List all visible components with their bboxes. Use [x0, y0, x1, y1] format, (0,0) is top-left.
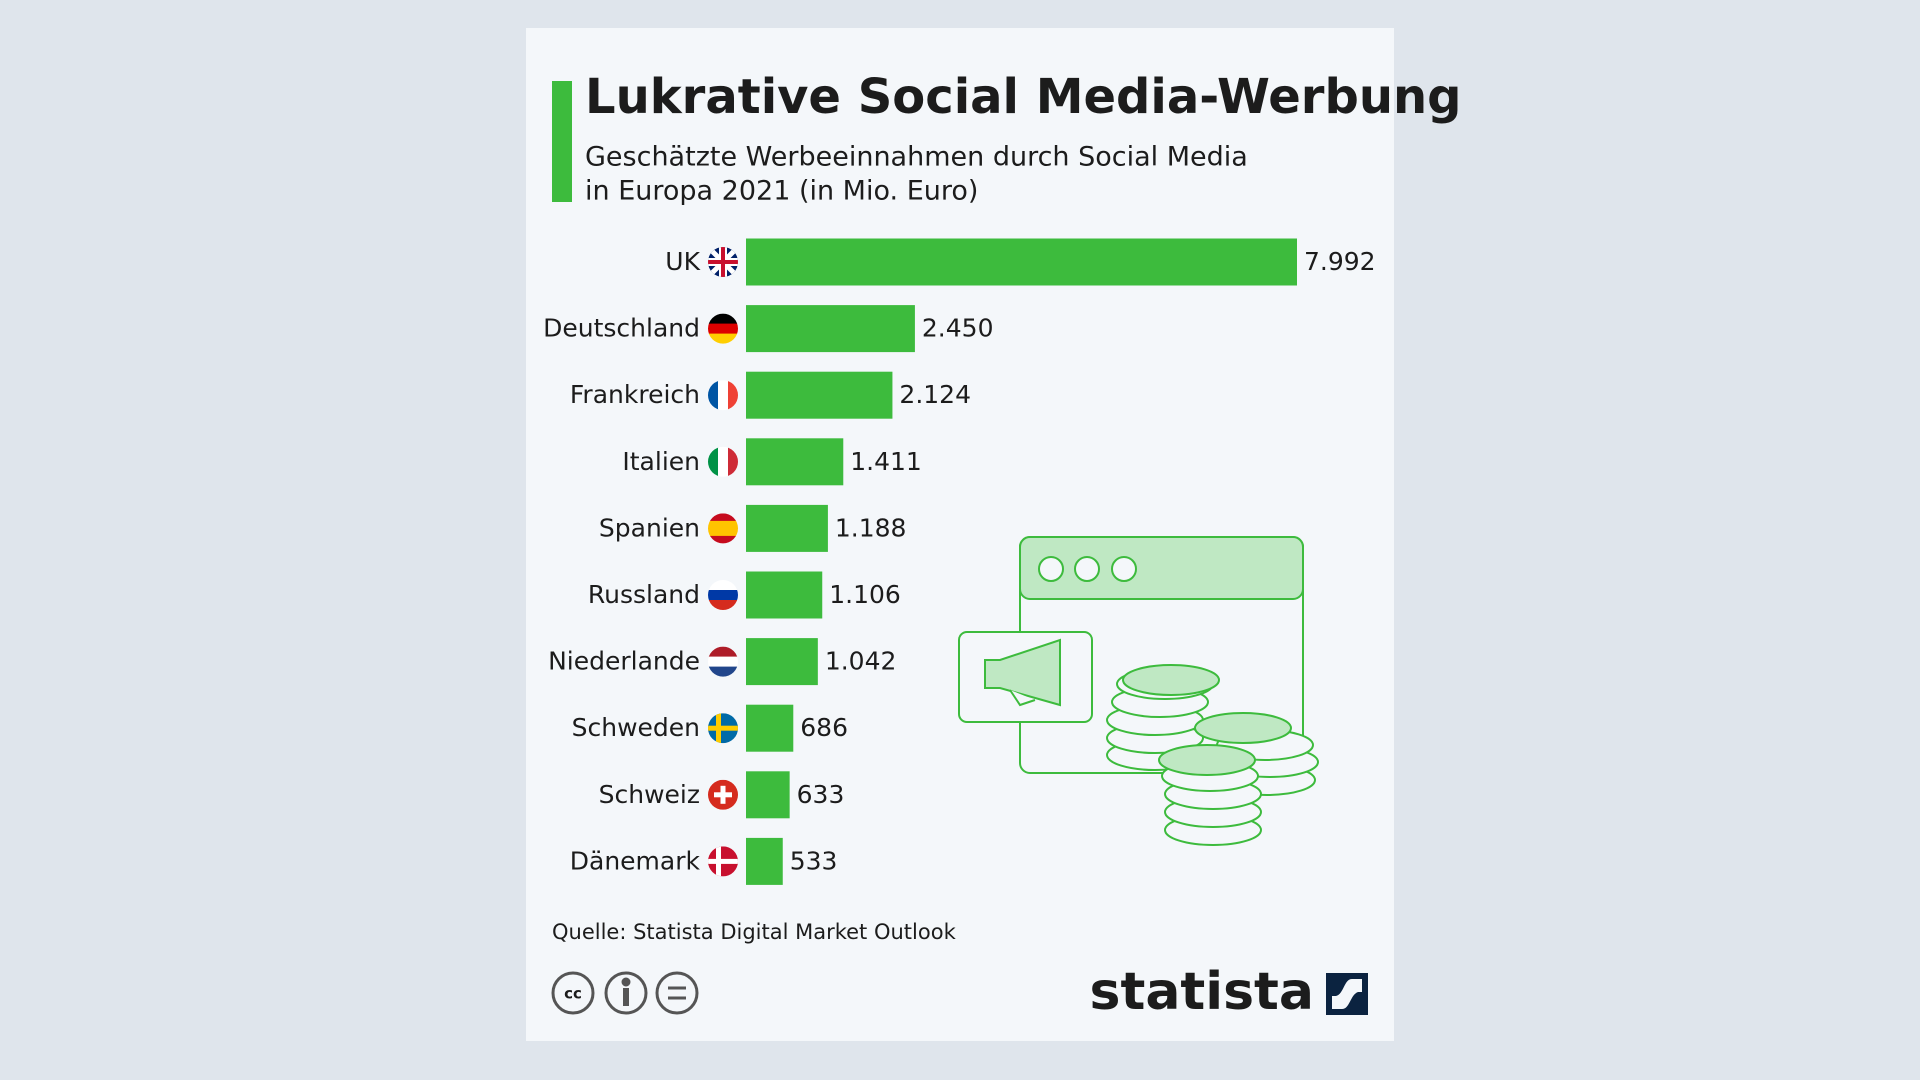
category-label: Frankreich	[570, 380, 700, 409]
flag-part	[708, 513, 738, 522]
value-label: 1.411	[850, 447, 922, 476]
source-note: Quelle: Statista Digital Market Outlook	[552, 920, 957, 944]
flag-part	[708, 313, 738, 325]
value-label: 686	[800, 713, 848, 742]
chart-title: Lukrative Social Media-Werbung	[585, 69, 1462, 125]
flag-icon	[708, 646, 738, 677]
category-label: Italien	[622, 447, 700, 476]
flag-part	[708, 446, 719, 477]
bar	[746, 638, 818, 686]
flag-part	[728, 446, 738, 477]
flag-part	[708, 656, 738, 668]
flag-part	[708, 520, 738, 529]
cc-label: cc	[564, 985, 582, 1003]
bar	[746, 704, 794, 752]
flag-icon	[708, 247, 738, 277]
title-accent	[552, 81, 572, 202]
category-label: Schweden	[572, 713, 700, 742]
category-label: Schweiz	[599, 780, 700, 809]
flag-part	[708, 580, 738, 591]
flag-part	[708, 666, 738, 677]
category-label: Russland	[588, 580, 700, 609]
value-label: 2.450	[922, 314, 994, 343]
value-label: 1.188	[835, 513, 907, 542]
bar	[746, 571, 823, 619]
flag-icon	[708, 846, 738, 877]
flag-part	[714, 792, 732, 798]
flag-part	[708, 528, 738, 537]
bar	[746, 305, 915, 353]
flag-icon	[708, 380, 738, 411]
bar	[746, 771, 790, 819]
bar	[746, 238, 1297, 286]
flag-part	[708, 590, 738, 601]
flag-part	[708, 333, 738, 344]
value-label: 2.124	[899, 380, 971, 409]
flag-part	[708, 725, 738, 731]
value-label: 533	[790, 846, 838, 875]
flag-part	[708, 260, 738, 264]
flag-icon	[708, 713, 738, 744]
illustration	[958, 536, 1319, 846]
category-label: Spanien	[599, 513, 700, 542]
flag-part	[708, 535, 738, 544]
value-label: 633	[797, 780, 845, 809]
value-label: 7.992	[1304, 247, 1376, 276]
bar	[746, 371, 893, 419]
bar	[746, 837, 783, 885]
flag-part	[708, 646, 738, 658]
category-label: UK	[665, 247, 700, 276]
flag-part	[708, 600, 738, 610]
category-label: Niederlande	[548, 647, 700, 676]
flag-icon	[708, 446, 738, 477]
flag-part	[718, 446, 729, 477]
flag-part	[708, 380, 719, 411]
brand-logo: statista	[1090, 962, 1314, 1022]
category-label: Deutschland	[543, 314, 700, 343]
value-label: 1.042	[825, 647, 897, 676]
license-icons	[551, 971, 699, 1015]
flag-icon	[708, 580, 738, 610]
card	[526, 28, 1394, 1041]
category-label: Dänemark	[570, 846, 701, 875]
bar	[746, 438, 844, 486]
flag-icon	[708, 313, 738, 344]
flag-part	[708, 323, 738, 335]
flag-part	[718, 380, 729, 411]
flag-icon	[708, 779, 738, 810]
brand-mark	[1326, 973, 1368, 1015]
flag-part	[708, 858, 738, 864]
value-label: 1.106	[829, 580, 901, 609]
flag-icon	[708, 513, 738, 544]
chart-subtitle: in Europa 2021 (in Mio. Euro)	[585, 176, 978, 207]
chart-subtitle: Geschätzte Werbeeinnahmen durch Social M…	[585, 142, 1248, 173]
flag-part	[728, 380, 738, 411]
bar	[746, 504, 828, 552]
